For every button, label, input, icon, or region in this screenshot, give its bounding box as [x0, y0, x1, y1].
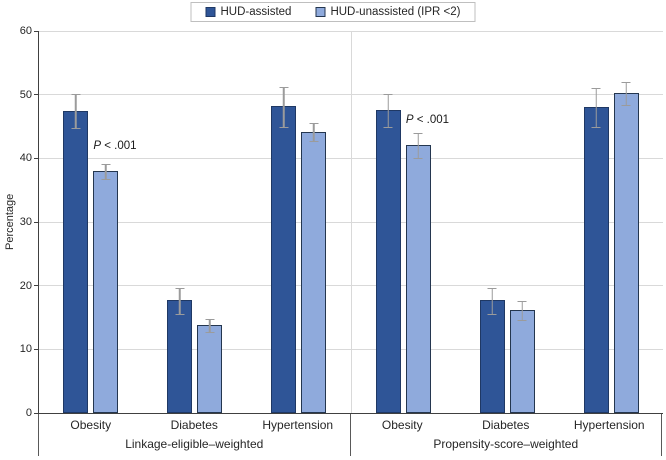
error-bar-line: [178, 288, 181, 314]
error-bar-line: [75, 94, 77, 129]
y-tick-mark: [34, 30, 39, 32]
bar-groups: P < .001 P < .001: [39, 31, 663, 413]
bar-hud-unassisted: P < .001: [405, 114, 449, 413]
error-bar-line: [625, 82, 627, 105]
bar-hud-assisted: [167, 287, 193, 413]
bar-group: P < .001: [350, 31, 664, 413]
category-label: Obesity: [381, 418, 423, 432]
error-bar: [517, 300, 527, 322]
bar-hud-assisted: [375, 93, 401, 413]
error-bar: [591, 88, 601, 128]
error-bar: [487, 287, 497, 315]
error-bar-line: [595, 89, 597, 127]
legend-label-hud-assisted: HUD-assisted: [220, 6, 292, 18]
p-value-annotation: P < .001: [405, 113, 450, 126]
group-label: Propensity-score–weighted: [433, 436, 579, 451]
legend-swatch-hud-assisted-icon: [205, 7, 216, 17]
error-bar: [279, 86, 289, 128]
y-tick-label: 50: [19, 88, 32, 101]
y-tick-mark: [34, 412, 39, 414]
legend-item-hud-assisted: HUD-assisted: [205, 6, 292, 18]
x-axis-labels: Obesity Diabetes Hypertension Linkage-eligi…: [38, 414, 662, 456]
bar-group: P < .001: [39, 31, 351, 413]
y-tick-mark: [34, 285, 39, 287]
category-label-row: Obesity Diabetes Hypertension: [39, 414, 350, 434]
p-value-annotation: P < .001: [93, 140, 137, 153]
y-tick-label: 40: [19, 152, 32, 165]
error-bar: [413, 133, 423, 159]
category-label: Diabetes: [482, 418, 530, 432]
bar-hud-unassisted: [613, 81, 639, 413]
x-axis-group-block: Obesity Diabetes Hypertension Propensity-sc…: [349, 414, 662, 456]
category-cell: P < .001: [39, 31, 143, 413]
category-cell: [455, 31, 559, 413]
y-tick-label: 30: [19, 216, 32, 228]
error-bar-line: [387, 94, 390, 128]
y-tick-mark: [34, 157, 39, 159]
category-label: Hypertension: [573, 418, 645, 432]
y-tick-mark: [34, 221, 39, 223]
legend-label-hud-unassisted: HUD-unassisted (IPR <2): [330, 6, 461, 18]
error-bar: [309, 123, 319, 143]
legend-item-hud-unassisted: HUD-unassisted (IPR <2): [315, 6, 461, 18]
bar-hud-unassisted: [301, 123, 327, 413]
category-cell: [143, 31, 247, 413]
error-bar: [383, 93, 393, 129]
y-tick-label: 20: [19, 279, 32, 292]
legend-swatch-hud-unassisted-icon: [315, 7, 326, 17]
error-bar: [175, 287, 185, 315]
bar-hud-unassisted: [509, 300, 535, 413]
error-bar-line: [105, 164, 107, 180]
error-bar: [205, 319, 215, 334]
legend: HUD-assisted HUD-unassisted (IPR <2): [190, 2, 476, 22]
category-cell: [247, 31, 351, 413]
error-bar: [101, 163, 111, 181]
error-bar-line: [491, 288, 493, 314]
error-bar-line: [521, 301, 523, 321]
error-bar-line: [417, 134, 420, 158]
category-label: Obesity: [70, 418, 112, 432]
group-label: Linkage-eligible–weighted: [125, 436, 264, 451]
y-tick-label: 10: [19, 343, 32, 356]
error-bar: [71, 93, 81, 130]
y-tick-label: 0: [25, 407, 32, 419]
x-axis-group-block: Obesity Diabetes Hypertension Linkage-eligi…: [38, 414, 350, 456]
y-tick-mark: [34, 94, 39, 96]
bar-hud-assisted: [63, 93, 89, 413]
bar-hud-assisted: [479, 287, 505, 413]
y-tick-label: 60: [19, 25, 32, 37]
bar-hud-unassisted: [197, 319, 223, 413]
plot-area: P < .001 P < .001: [34, 30, 663, 414]
bar-hud-assisted: [271, 86, 297, 413]
error-bar-line: [312, 124, 315, 142]
y-tick-mark: [34, 348, 39, 350]
category-label: Hypertension: [262, 418, 334, 432]
error-bar: [621, 81, 631, 106]
bar-hud-assisted: [583, 88, 609, 413]
category-label-row: Obesity Diabetes Hypertension: [351, 414, 662, 434]
category-cell: [559, 31, 663, 413]
error-bar-line: [208, 320, 211, 333]
error-bar-line: [282, 87, 285, 127]
bar-hud-unassisted: P < .001: [93, 140, 137, 413]
category-label: Diabetes: [170, 418, 218, 432]
category-cell: P < .001: [352, 31, 456, 413]
